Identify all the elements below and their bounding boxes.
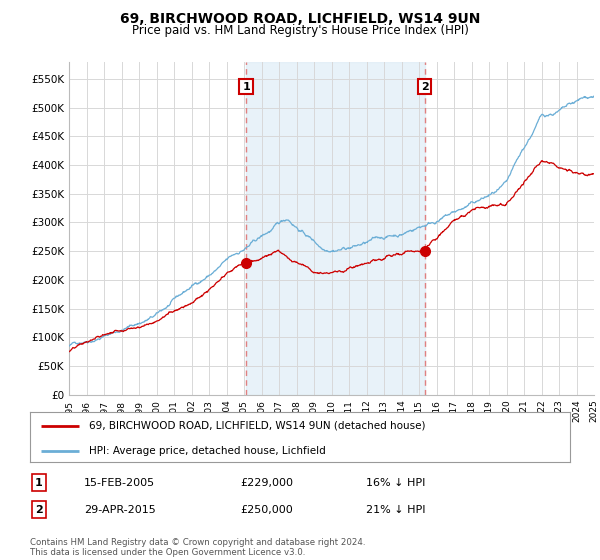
Text: 69, BIRCHWOOD ROAD, LICHFIELD, WS14 9UN (detached house): 69, BIRCHWOOD ROAD, LICHFIELD, WS14 9UN … <box>89 421 426 431</box>
Text: 69, BIRCHWOOD ROAD, LICHFIELD, WS14 9UN: 69, BIRCHWOOD ROAD, LICHFIELD, WS14 9UN <box>120 12 480 26</box>
Text: £250,000: £250,000 <box>240 505 293 515</box>
Text: 29-APR-2015: 29-APR-2015 <box>84 505 156 515</box>
Text: Price paid vs. HM Land Registry's House Price Index (HPI): Price paid vs. HM Land Registry's House … <box>131 24 469 37</box>
Text: £229,000: £229,000 <box>240 478 293 488</box>
Text: 1: 1 <box>242 82 250 92</box>
Text: 15-FEB-2005: 15-FEB-2005 <box>84 478 155 488</box>
Text: Contains HM Land Registry data © Crown copyright and database right 2024.
This d: Contains HM Land Registry data © Crown c… <box>30 538 365 557</box>
Text: 1: 1 <box>35 478 43 488</box>
Text: 16% ↓ HPI: 16% ↓ HPI <box>366 478 425 488</box>
Text: 2: 2 <box>35 505 43 515</box>
Text: HPI: Average price, detached house, Lichfield: HPI: Average price, detached house, Lich… <box>89 446 326 456</box>
Text: 21% ↓ HPI: 21% ↓ HPI <box>366 505 425 515</box>
Text: 2: 2 <box>421 82 428 92</box>
Bar <box>246 62 425 395</box>
